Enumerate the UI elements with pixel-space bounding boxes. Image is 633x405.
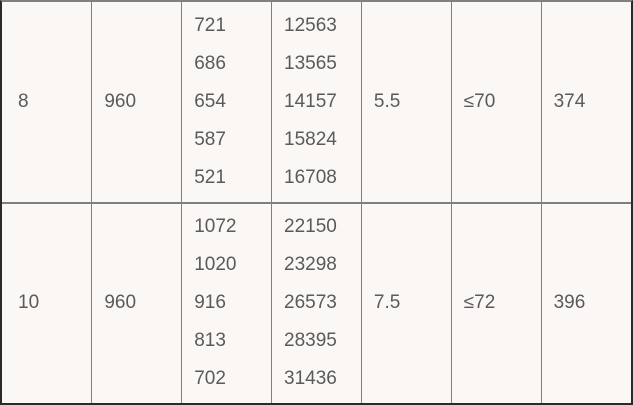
cell-value: 686 (194, 52, 226, 74)
cell-value: 702 (194, 368, 226, 390)
cell-value: 12563 (284, 14, 337, 36)
table-cell: 960 (91, 2, 183, 204)
cell-value: 5.5 (373, 90, 401, 112)
table-cell-size: 8 (2, 2, 93, 204)
cell-value: 960 (104, 90, 137, 112)
table-cell-multi: 22150 23298 26573 28395 31436 (271, 202, 362, 403)
cell-value: 1072 (194, 216, 237, 238)
cell-value: 654 (194, 90, 226, 112)
cell-value: 28395 (284, 330, 337, 352)
table-row: 10 960 1072 1020 916 813 702 22150 23298… (2, 202, 631, 403)
cell-value: 916 (194, 292, 226, 314)
cell-value: 960 (104, 292, 137, 314)
cell-value: 721 (194, 14, 226, 36)
cell-value: 1020 (194, 254, 237, 276)
table-cell: 374 (540, 2, 631, 204)
table-cell-size: 10 (2, 202, 93, 403)
cell-value: 22150 (284, 216, 337, 238)
table-cell: 960 (91, 202, 183, 403)
cell-value: 521 (194, 166, 226, 188)
cell-value: ≤72 (463, 292, 496, 314)
table-row: 8 960 721 686 654 587 521 12563 13565 14… (2, 2, 631, 204)
table-cell-multi: 1072 1020 916 813 702 (181, 202, 273, 403)
table-cell: ≤72 (450, 202, 542, 403)
cell-value: 31436 (284, 368, 337, 390)
cell-value: 10 (18, 292, 40, 314)
table-cell: 396 (540, 202, 631, 403)
cell-value: 374 (553, 90, 586, 112)
cell-value: 587 (194, 128, 226, 150)
table-cell: 5.5 (360, 2, 452, 204)
cell-value: 26573 (284, 292, 337, 314)
cell-value: 14157 (284, 90, 337, 112)
cell-value: 8 (18, 90, 29, 112)
table-cell: 7.5 (360, 202, 452, 403)
cell-value: 16708 (284, 166, 337, 188)
table-cell-multi: 721 686 654 587 521 (181, 2, 273, 204)
cell-value: 813 (194, 330, 226, 352)
cell-value: 23298 (284, 254, 337, 276)
cell-value: 15824 (284, 128, 337, 150)
cell-value: 7.5 (373, 292, 401, 314)
cell-value: 396 (553, 292, 586, 314)
table-cell: ≤70 (450, 2, 542, 204)
table-cell-multi: 12563 13565 14157 15824 16708 (271, 2, 362, 204)
cell-value: 13565 (284, 52, 337, 74)
cell-value: ≤70 (463, 90, 496, 112)
